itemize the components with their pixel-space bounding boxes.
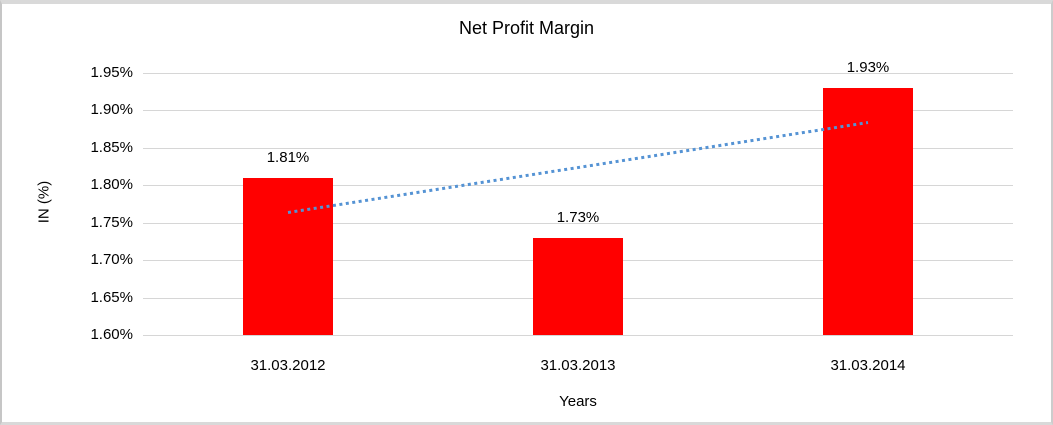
bar-31.03.2012	[243, 177, 333, 335]
data-label: 1.93%	[846, 58, 890, 76]
x-tick-label: 31.03.2012	[250, 357, 326, 374]
data-label: 1.81%	[266, 148, 310, 166]
y-tick-label: 1.90%	[90, 101, 133, 118]
gridline	[143, 110, 1013, 111]
x-tick-label: 31.03.2014	[830, 357, 906, 374]
gridline	[143, 72, 1013, 74]
y-tick-label: 1.80%	[90, 176, 133, 193]
x-axis-title: Years	[559, 393, 597, 410]
x-tick-label: 31.03.2013	[540, 357, 616, 374]
y-tick-label: 1.70%	[90, 251, 133, 268]
bar-31.03.2014	[823, 87, 913, 335]
linear-trendline	[287, 121, 869, 215]
bar-31.03.2013	[533, 237, 623, 335]
gridline	[143, 335, 1013, 336]
y-tick-label: 1.85%	[90, 138, 133, 156]
data-label: 1.73%	[556, 208, 600, 226]
chart-title: Net Profit Margin	[458, 18, 595, 38]
gridline	[143, 222, 1013, 224]
y-tick-label: 1.65%	[90, 288, 133, 306]
y-tick-label: 1.95%	[90, 63, 133, 81]
y-tick-label: 1.60%	[90, 326, 133, 343]
y-tick-label: 1.75%	[90, 213, 133, 231]
